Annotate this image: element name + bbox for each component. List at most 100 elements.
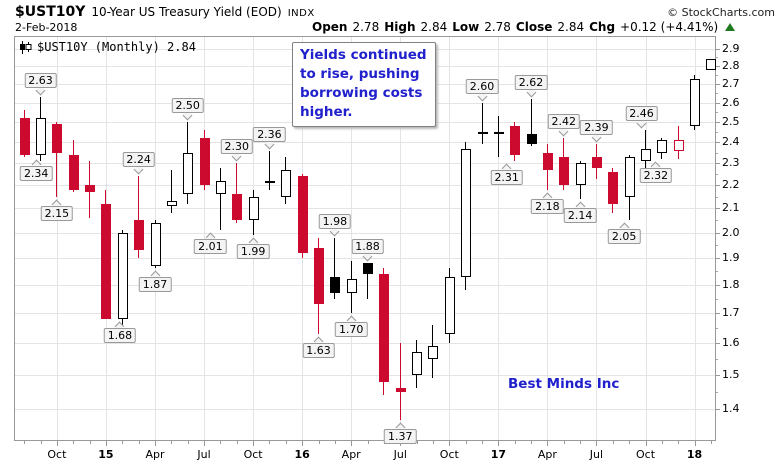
high-value: 2.84 [420,20,448,34]
y-axis-minor-tick [716,196,718,198]
x-axis-tick [204,441,206,446]
callout-label: 1.87 [138,277,172,293]
y-axis-label: 1.7 [722,305,740,319]
callout-label: 2.39 [580,120,613,136]
annotation-line: to rise, pushing [300,66,420,82]
y-axis-tick [716,232,720,234]
y-gridline [15,185,715,187]
x-axis-tick [563,441,565,444]
callout-label: 1.99 [236,244,270,260]
candle-body-nov-2014 [68,154,79,190]
x-axis-tick [351,441,353,446]
candle-body-jan-2018 [690,78,701,127]
callout-label: 1.98 [318,213,352,229]
candle-body-aug-2014 [19,118,30,155]
candle-wick [530,98,532,147]
callout-label: 2.30 [220,139,253,155]
candle-body-oct-2017 [641,148,651,162]
candle-body-feb-2015 [117,232,128,319]
open-label: Open [312,20,348,34]
y-axis-minor-tick [716,245,718,247]
x-gridline [449,37,451,440]
y-gridline [15,163,715,165]
x-axis-tick [678,441,680,444]
candle-body-dec-2015 [281,169,292,197]
x-axis-label: 18 [686,448,703,461]
candle-wick [497,116,499,157]
callout-label: 2.46 [625,106,658,122]
candle-body-jan-2016 [297,176,308,253]
plot-border [14,36,716,441]
y-axis-tick [716,208,720,210]
x-axis-label: 17 [490,448,506,461]
x-axis-tick [56,441,58,446]
x-axis-label: Jul [393,448,407,461]
x-axis-tick [514,441,516,444]
x-axis-tick [285,441,287,444]
low-value: 2.78 [484,20,511,34]
x-axis-tick [645,441,647,446]
change-value: +0.12 (+4.41%) [620,20,719,34]
x-axis-tick [612,441,614,444]
x-axis-tick [187,441,189,444]
y-gridline [15,312,715,314]
callout-label: 1.88 [351,239,384,255]
x-axis-tick [253,441,255,446]
x-axis-tick [220,441,222,444]
callout-label: 2.05 [607,229,641,245]
candle-wick [268,150,270,190]
callout-label: 2.60 [465,78,499,94]
candle-body-mar-2016 [330,276,341,293]
callout-label: 1.68 [103,327,137,343]
y-axis-label: 2.2 [722,178,740,192]
candle-body-nov-2016 [461,148,472,277]
x-axis-tick [661,441,663,444]
candle-body-feb-2018 [706,59,717,70]
candle-wick [399,342,401,420]
ticker-symbol: $UST10Y [15,4,86,20]
instrument-title: 10-Year US Treasury Yield (EOD) [91,5,282,19]
change-up-arrow-icon [725,23,736,31]
x-gridline [596,37,598,440]
x-axis-label: Oct [47,448,67,461]
y-axis-label: 2.8 [722,59,740,73]
x-gridline [56,37,58,440]
y-axis-minor-tick [716,174,718,176]
candle-body-aug-2016 [412,352,423,375]
open-value: 2.78 [352,20,380,34]
candle-body-aug-2017 [608,172,619,204]
callout-label: 2.01 [194,239,227,255]
legend-text: $UST10Y (Monthly) 2.84 [37,40,196,54]
x-axis-tick [105,441,107,446]
best-minds-watermark: Best Minds Inc [508,376,620,392]
candle-body-jul-2015 [199,138,210,186]
candle-wick [481,102,483,145]
x-axis-label: Jul [589,448,604,461]
candle-wick [170,169,172,214]
x-axis-label: Apr [341,448,361,461]
y-axis-minor-tick [716,132,718,134]
callout-label: 2.36 [253,126,286,142]
candle-body-may-2016 [363,263,374,274]
y-gridline [15,409,715,411]
y-axis-label: 2.5 [722,115,740,129]
stockcharts-copyright: © StockCharts.com [667,6,775,19]
y-axis-label: 1.8 [722,277,740,291]
callout-label: 1.63 [302,342,335,358]
x-axis-tick [694,441,696,446]
y-axis-minor-tick [716,327,718,329]
candle-body-dec-2014 [85,185,96,193]
x-axis-tick [155,441,156,446]
x-axis-tick [432,441,434,444]
x-axis-tick [416,441,418,444]
x-axis-tick [629,441,631,444]
y-axis-tick [716,48,720,50]
x-axis-tick [334,441,336,444]
candle-body-sep-2015 [232,194,243,221]
callout-label: 1.70 [334,321,368,337]
candle-wick [334,237,336,299]
x-axis-tick [89,441,91,444]
x-gridline [351,37,353,440]
y-axis-label: 1.9 [722,250,740,264]
candle-body-jul-2016 [395,388,406,392]
